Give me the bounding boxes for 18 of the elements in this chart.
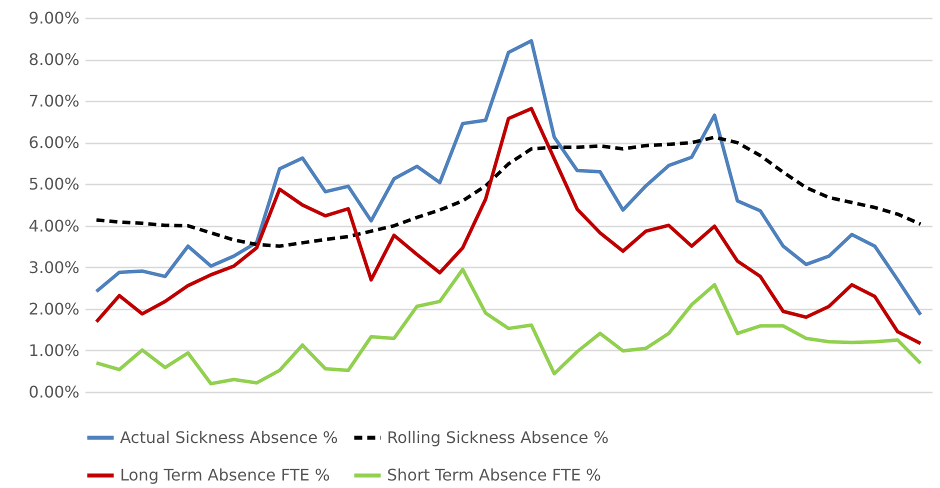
y-tick-label: 6.00% [28, 133, 80, 152]
y-tick-label: 0.00% [28, 382, 80, 402]
line-series [94, 106, 922, 346]
line-series [94, 136, 922, 248]
y-tick-label: 8.00% [28, 50, 80, 70]
line-series [94, 39, 922, 316]
y-tick-label: 9.00% [28, 8, 80, 28]
line-series [94, 268, 922, 386]
y-tick-label: 7.00% [28, 92, 80, 111]
legend-label: Rolling Sickness Absence % [387, 428, 609, 447]
y-tick-label: 3.00% [28, 258, 80, 277]
y-tick-label: 1.00% [28, 340, 80, 360]
legend-label: Actual Sickness Absence % [120, 428, 338, 447]
y-tick-label: 5.00% [28, 174, 80, 194]
y-tick-label: 4.00% [28, 216, 80, 236]
legend-label: Long Term Absence FTE % [120, 466, 330, 484]
y-tick-label: 2.00% [28, 299, 80, 318]
legend-label: Short Term Absence FTE % [387, 466, 602, 484]
